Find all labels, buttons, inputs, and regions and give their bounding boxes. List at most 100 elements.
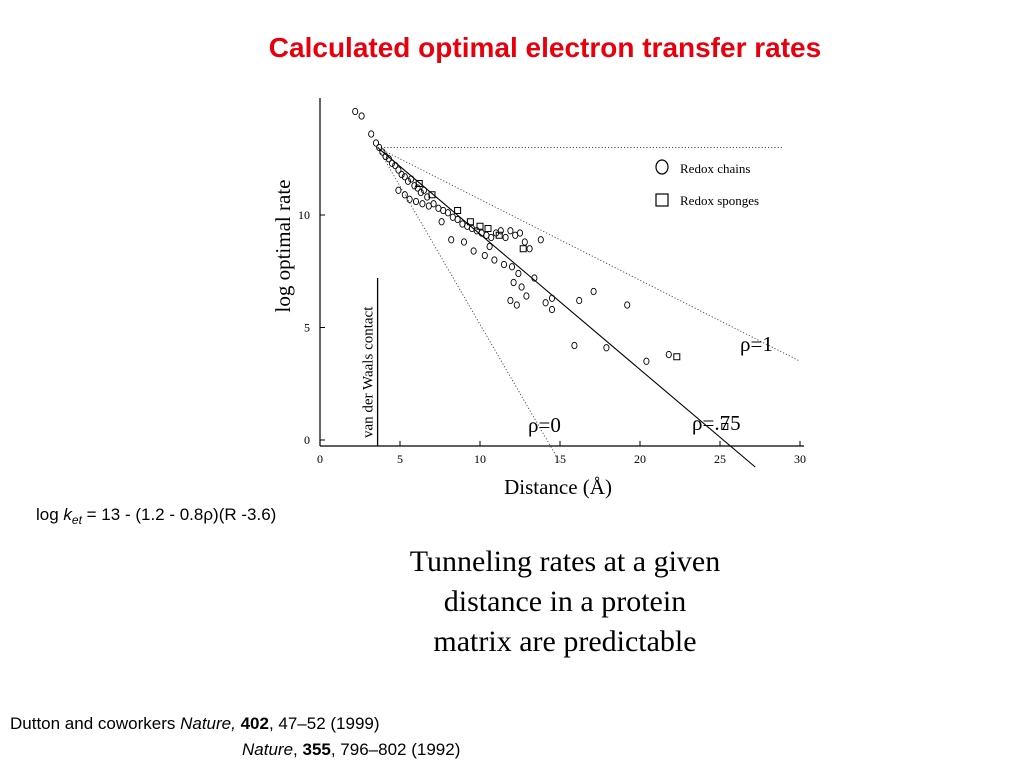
legend: Redox chains Redox sponges — [655, 159, 759, 208]
vdw-contact-label: van der Waals contact — [361, 306, 377, 438]
circle-point — [388, 159, 396, 167]
circle-point — [507, 296, 514, 305]
circle-point — [497, 227, 504, 235]
circle-point — [430, 200, 437, 208]
references: Dutton and coworkers Nature, 402, 47–52 … — [10, 711, 460, 763]
circle-point — [460, 238, 468, 246]
circle-point — [406, 195, 413, 203]
equation-k: k — [63, 505, 72, 524]
legend-circle-marker — [655, 159, 669, 175]
y-tick-label: 10 — [298, 208, 310, 222]
equation-k-subscript: et — [71, 513, 82, 527]
reference-2: Nature, 355, 796–802 (1992) — [10, 737, 460, 763]
circle-point — [531, 274, 538, 282]
square-point — [466, 218, 474, 226]
rho1-label: ρ=1 — [740, 332, 773, 356]
circle-point — [508, 263, 516, 271]
x-tick-label: 15 — [554, 452, 566, 466]
circle-point — [411, 182, 418, 190]
circle-point — [419, 200, 426, 208]
square-point — [484, 225, 492, 232]
x-tick-label: 30 — [794, 452, 806, 466]
reference-pages: , 796–802 (1992) — [330, 740, 461, 759]
circle-point — [420, 186, 428, 194]
circle-point — [526, 245, 533, 253]
circle-point — [603, 344, 610, 352]
circle-point — [438, 218, 445, 226]
circle-point — [491, 256, 498, 264]
circle-point — [516, 229, 524, 237]
circle-point — [576, 296, 583, 305]
rho0-label: ρ=0 — [528, 413, 561, 437]
equation-rho: ρ — [203, 505, 214, 524]
reference-journal: Nature — [242, 740, 294, 759]
circle-point — [537, 236, 544, 244]
circle-point — [414, 184, 421, 192]
circle-point — [643, 357, 650, 365]
legend-label-redox-sponges: Redox sponges — [680, 193, 759, 208]
caption-line: matrix are predictable — [433, 625, 697, 658]
circle-point — [408, 175, 415, 183]
circle-point — [401, 173, 408, 181]
square-point — [454, 207, 462, 214]
circle-point — [417, 188, 424, 197]
legend-square-marker — [655, 193, 669, 207]
circle-point — [590, 287, 597, 296]
circle-point — [542, 299, 549, 307]
circle-point — [500, 260, 508, 269]
equation-body: = 13 - (1.2 - 0.8 — [81, 505, 204, 524]
circle-point — [376, 143, 383, 152]
data-points — [352, 107, 729, 430]
square-point — [415, 180, 423, 187]
caption-line: Tunneling rates at a given — [409, 545, 721, 578]
x-tick-label: 20 — [634, 452, 646, 466]
equation-prefix: log — [36, 505, 64, 524]
reference-journal: Nature, — [180, 714, 236, 733]
square-point — [495, 231, 503, 239]
circle-point — [624, 301, 631, 309]
circle-point — [424, 193, 431, 201]
circle-point — [515, 269, 522, 278]
x-tick-label: 25 — [714, 452, 726, 466]
square-point — [721, 423, 729, 430]
circle-point — [448, 236, 455, 244]
reference-1: Dutton and coworkers Nature, 402, 47–52 … — [10, 711, 460, 737]
reference-separator: , — [293, 740, 303, 759]
circle-point — [486, 242, 493, 251]
circle-point — [352, 107, 359, 116]
circle-point — [385, 155, 392, 163]
x-tick-label: 10 — [474, 452, 486, 466]
x-tick-label: 5 — [397, 452, 403, 466]
circle-point — [518, 283, 525, 291]
circle-point — [398, 170, 405, 179]
rho75-label: ρ=.75 — [692, 411, 741, 435]
circle-point — [412, 197, 420, 206]
circle-point — [502, 233, 509, 242]
circle-point — [368, 130, 375, 138]
circle-point — [513, 301, 520, 309]
equation-suffix: )(R -3.6) — [213, 505, 277, 524]
circle-point — [404, 177, 412, 185]
circle-point — [372, 139, 380, 147]
circle-point — [507, 227, 514, 235]
circle-point — [454, 215, 461, 224]
square-point — [476, 222, 484, 230]
circle-point — [521, 238, 528, 246]
y-tick-label: 0 — [304, 433, 310, 447]
circle-point — [470, 247, 477, 255]
slide-title: Calculated optimal electron transfer rat… — [268, 32, 822, 63]
circle-point — [392, 161, 399, 170]
circle-point — [510, 278, 517, 287]
circle-point — [382, 152, 389, 161]
circle-point — [379, 148, 386, 156]
y-tick-label: 5 — [304, 321, 310, 335]
circle-point — [548, 294, 556, 302]
circle-point — [395, 166, 402, 174]
square-point — [428, 191, 436, 199]
rate-line — [377, 147, 756, 468]
caption-line: distance in a protein — [443, 585, 687, 618]
caption: Tunneling rates at a given distance in a… — [360, 542, 770, 662]
scatter-plot: 0 5 10 15 20 25 30 0 5 10 van der Waals contact l… — [271, 98, 806, 499]
x-axis-label: Distance (Å) — [504, 475, 612, 499]
rate-line — [377, 147, 801, 362]
